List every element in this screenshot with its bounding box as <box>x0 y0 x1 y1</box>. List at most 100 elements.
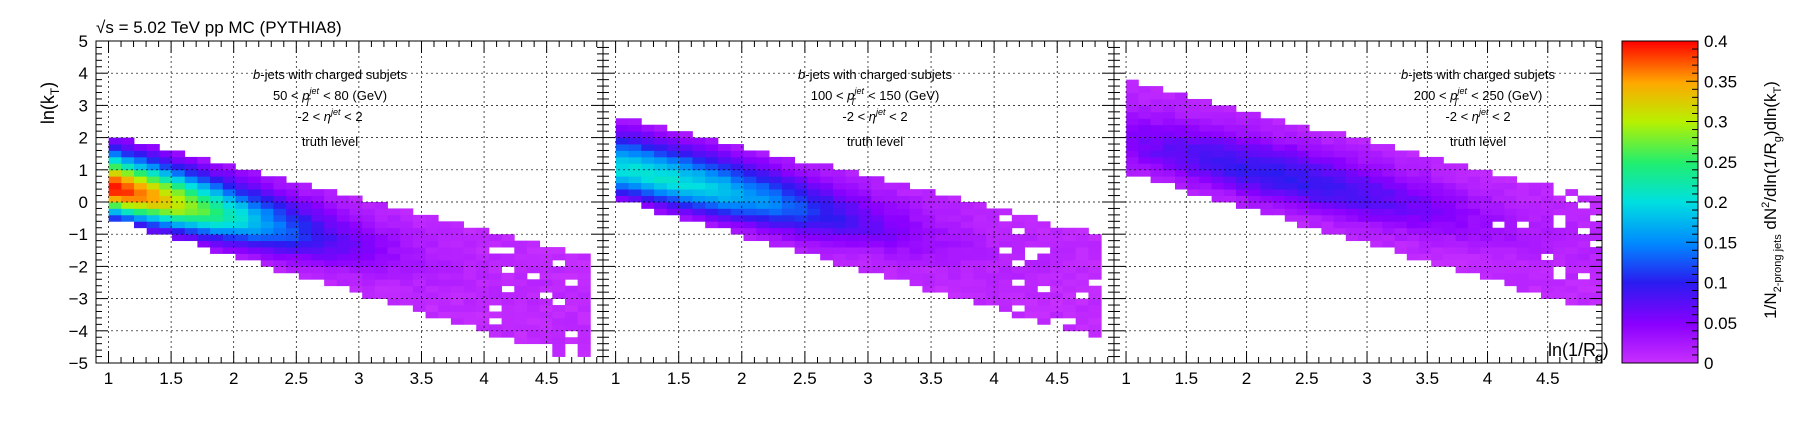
heatmap-cell <box>1528 182 1542 190</box>
heatmap-cell <box>425 240 439 248</box>
heatmap-cell <box>1419 214 1432 222</box>
heatmap-cell <box>654 208 668 216</box>
heatmap-cell <box>1075 259 1089 267</box>
eta-range-label: -2 < ηjet < 2 <box>842 107 907 124</box>
eta-jet-sup: jet <box>330 107 341 117</box>
heatmap-cell <box>1236 202 1249 209</box>
heatmap-cell <box>298 221 312 229</box>
heatmap-cell <box>1333 214 1347 222</box>
heatmap-cell <box>1297 182 1310 190</box>
heatmap-cell <box>1037 234 1051 242</box>
heatmap-cell <box>1358 163 1371 171</box>
heatmap-cell <box>1187 118 1200 126</box>
heatmap-cell <box>412 253 426 261</box>
heatmap-cell <box>1297 150 1310 158</box>
heatmap-cell <box>1565 247 1578 254</box>
heatmap-cell <box>986 266 1000 274</box>
heatmap-cell <box>1150 169 1164 177</box>
heatmap-cell <box>514 279 528 287</box>
heatmap-cell <box>1345 189 1359 196</box>
heatmap-cell <box>1321 208 1334 216</box>
heatmap-cell <box>1370 214 1383 222</box>
x-tick-label: 1.5 <box>667 369 691 388</box>
heatmap-cell <box>336 259 350 267</box>
heatmap-cell <box>349 227 363 235</box>
heatmap-cell <box>1175 137 1188 145</box>
heatmap-cell <box>336 202 350 209</box>
heatmap-cell <box>248 195 262 203</box>
heatmap-cell <box>1162 92 1176 100</box>
heatmap-cell <box>1050 272 1064 280</box>
heatmap-cell <box>476 279 490 287</box>
heatmap-cell <box>1297 214 1310 222</box>
heatmap-cell <box>1589 292 1603 299</box>
heatmap-cell <box>349 266 363 274</box>
heatmap-cell <box>986 208 1000 216</box>
heatmap-cell <box>425 234 439 242</box>
heatmap-cell <box>1126 163 1139 171</box>
heatmap-cell <box>387 234 401 242</box>
heatmap-cell <box>184 156 198 164</box>
heatmap-cell <box>501 305 515 312</box>
heatmap-cell <box>679 214 693 222</box>
heatmap-cell <box>1126 156 1139 164</box>
heatmap-cell <box>1297 156 1310 164</box>
heatmap-cell <box>641 189 655 196</box>
heatmap-cell <box>807 163 821 171</box>
heatmap-cell <box>1309 131 1322 138</box>
heatmap-cell <box>1577 253 1591 261</box>
heatmap-cell <box>896 189 910 196</box>
heatmap-cell <box>564 298 579 306</box>
heatmap-cell <box>476 259 490 267</box>
heatmap-cell <box>248 240 262 248</box>
heatmap-cell <box>666 208 681 216</box>
heatmap-cell <box>159 214 173 222</box>
heatmap-cell <box>1050 279 1064 287</box>
heatmap-cell <box>463 247 477 254</box>
heatmap-cell <box>1126 169 1139 177</box>
heatmap-cell <box>1150 98 1164 106</box>
heatmap-cell <box>1062 272 1077 280</box>
heatmap-cell <box>197 227 211 235</box>
heatmap-cell <box>260 176 274 184</box>
heatmap-cell <box>717 189 732 196</box>
heatmap-cell <box>769 221 783 229</box>
heatmap-cell <box>1419 253 1432 261</box>
heatmap-cell <box>501 298 515 306</box>
heatmap-cell <box>1175 144 1188 151</box>
heatmap-cell <box>960 292 974 299</box>
heatmap-cell <box>1062 259 1077 267</box>
heatmap-cell <box>1480 176 1493 184</box>
heatmap-cell <box>1223 150 1237 158</box>
heatmap-cell <box>1037 221 1051 229</box>
heatmap-cell <box>1504 221 1517 229</box>
heatmap-cell <box>1062 292 1077 299</box>
heatmap-cell <box>1565 292 1578 299</box>
heatmap-cell <box>184 169 198 177</box>
heatmap-cell <box>705 202 719 209</box>
heatmap-cell <box>1565 202 1578 209</box>
heatmap-cell <box>1175 98 1188 106</box>
heatmap-cell <box>476 324 490 332</box>
heatmap-cell <box>999 266 1013 274</box>
heatmap-cell <box>794 214 808 222</box>
heatmap-cell <box>172 214 186 222</box>
heatmap-cell <box>1553 285 1566 293</box>
heatmap-cell <box>1088 240 1102 248</box>
colorbar-tick-label: 0 <box>1704 354 1713 373</box>
heatmap-cell <box>960 266 974 274</box>
heatmap-cell <box>488 240 502 248</box>
heatmap-cell <box>986 279 1000 287</box>
heatmap-cell <box>1358 208 1371 216</box>
heatmap-cell <box>1284 208 1298 216</box>
heatmap-cell <box>1419 234 1432 242</box>
heatmap-cell <box>1528 240 1542 248</box>
heatmap-cell <box>1050 259 1064 267</box>
heatmap-cell <box>641 137 655 145</box>
heatmap-cell <box>1516 279 1530 287</box>
heatmap-cell <box>1162 137 1176 145</box>
colorbar-tick-label: 0.35 <box>1704 72 1737 91</box>
heatmap-cell <box>1589 285 1603 293</box>
heatmap-cell <box>999 253 1013 261</box>
heatmap-cell <box>235 221 249 229</box>
